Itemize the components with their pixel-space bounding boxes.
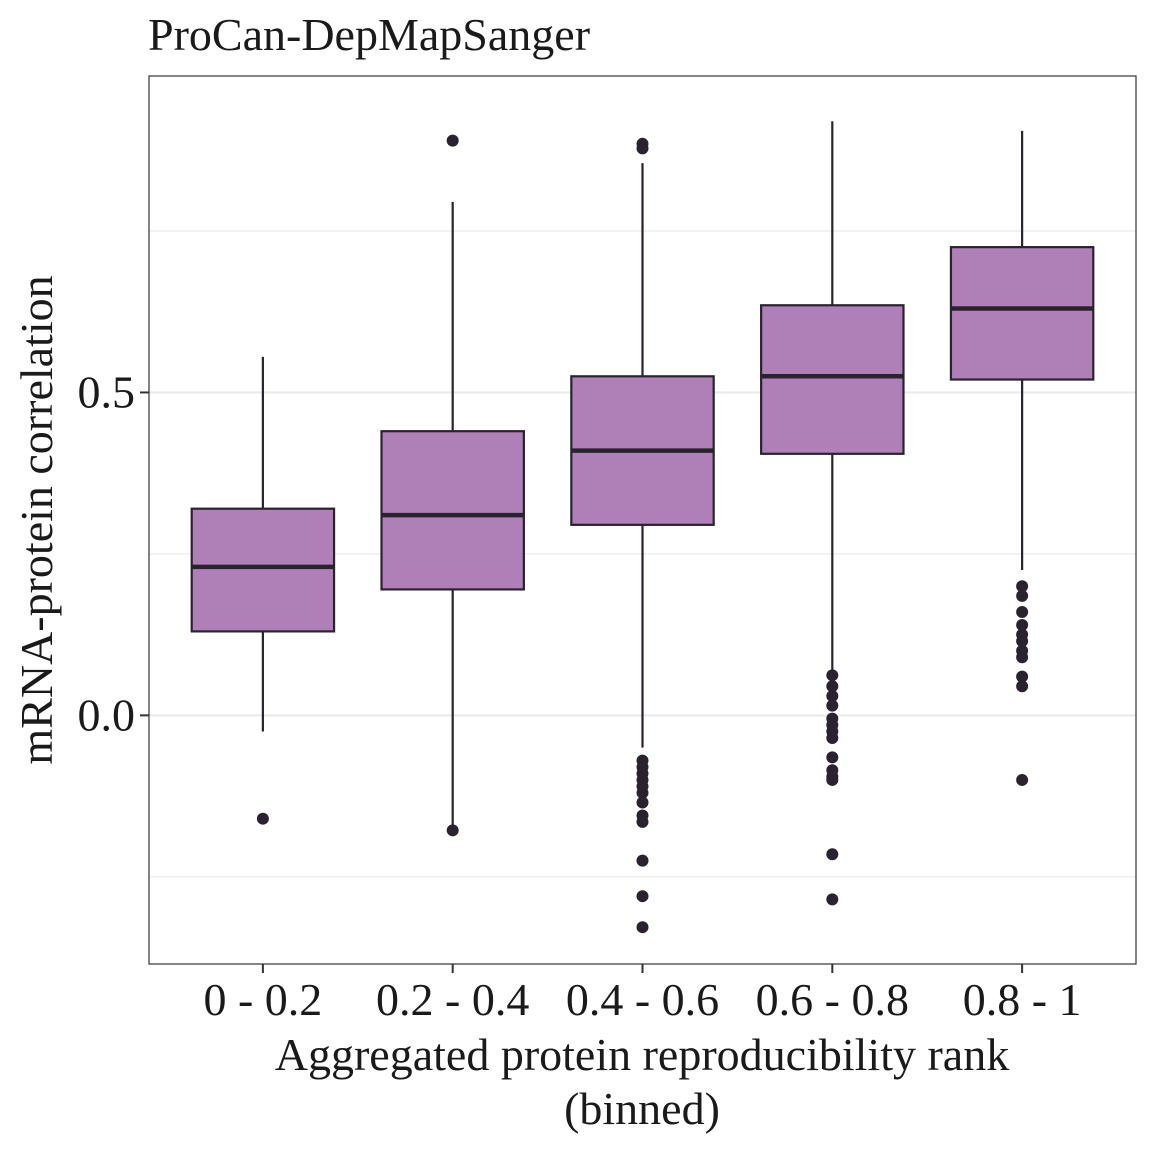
outlier-point: [256, 812, 269, 825]
x-tick-label: 0.4 - 0.6: [566, 974, 719, 1025]
x-axis-label-line-2: (binned): [564, 1083, 720, 1134]
outlier-point: [826, 699, 839, 712]
box-group: [760, 121, 905, 906]
y-axis-label: mRNA-protein correlation: [11, 275, 62, 764]
outlier-point: [1016, 635, 1029, 648]
outlier-point: [1016, 651, 1029, 664]
iqr-box: [380, 430, 525, 591]
outlier-point: [826, 669, 839, 682]
outlier-point: [826, 731, 839, 744]
outlier-point: [1016, 773, 1029, 786]
chart-title: ProCan-DepMapSanger: [148, 9, 590, 60]
box-group: [380, 134, 525, 837]
box-group: [570, 137, 715, 934]
iqr-box: [190, 507, 336, 633]
box-series: [190, 121, 1095, 934]
x-axis: 0 - 0.2 0.2 - 0.4 0.4 - 0.6 0.6 - 0.8 0.8 - …: [203, 964, 1082, 1025]
outlier-point: [826, 848, 839, 861]
y-tick-label: 0.0: [78, 689, 136, 740]
box-group: [949, 130, 1095, 786]
outlier-point: [826, 689, 839, 702]
iqr-box: [949, 246, 1095, 381]
y-tick-label: 0.5: [78, 366, 136, 417]
outlier-point: [1016, 589, 1029, 602]
outlier-point: [1016, 680, 1029, 693]
outlier-point: [826, 751, 839, 764]
outlier-point: [636, 786, 649, 799]
box-group: [190, 356, 336, 825]
x-tick-label: 0.2 - 0.4: [376, 974, 529, 1025]
outlier-point: [1016, 580, 1029, 593]
outlier-point: [826, 680, 839, 693]
iqr-box: [760, 304, 905, 455]
x-tick-label: 0.6 - 0.8: [756, 974, 909, 1025]
outlier-point: [636, 142, 649, 155]
outlier-point: [636, 854, 649, 867]
outlier-point: [636, 921, 649, 934]
outlier-point: [1016, 606, 1029, 619]
x-tick-label: 0.8 - 1: [963, 974, 1082, 1025]
outlier-point: [636, 890, 649, 903]
outlier-point: [1016, 618, 1029, 631]
outlier-point: [636, 815, 649, 828]
y-axis: 0.0 0.5: [78, 366, 149, 740]
outlier-point: [446, 824, 459, 837]
x-tick-label: 0 - 0.2: [203, 974, 322, 1025]
outlier-point: [1016, 670, 1029, 683]
outlier-point: [446, 134, 459, 147]
outlier-point: [826, 893, 839, 906]
x-axis-label-line-1: Aggregated protein reproducibility rank: [275, 1029, 1009, 1080]
outlier-point: [826, 773, 839, 786]
outlier-point: [636, 796, 649, 809]
